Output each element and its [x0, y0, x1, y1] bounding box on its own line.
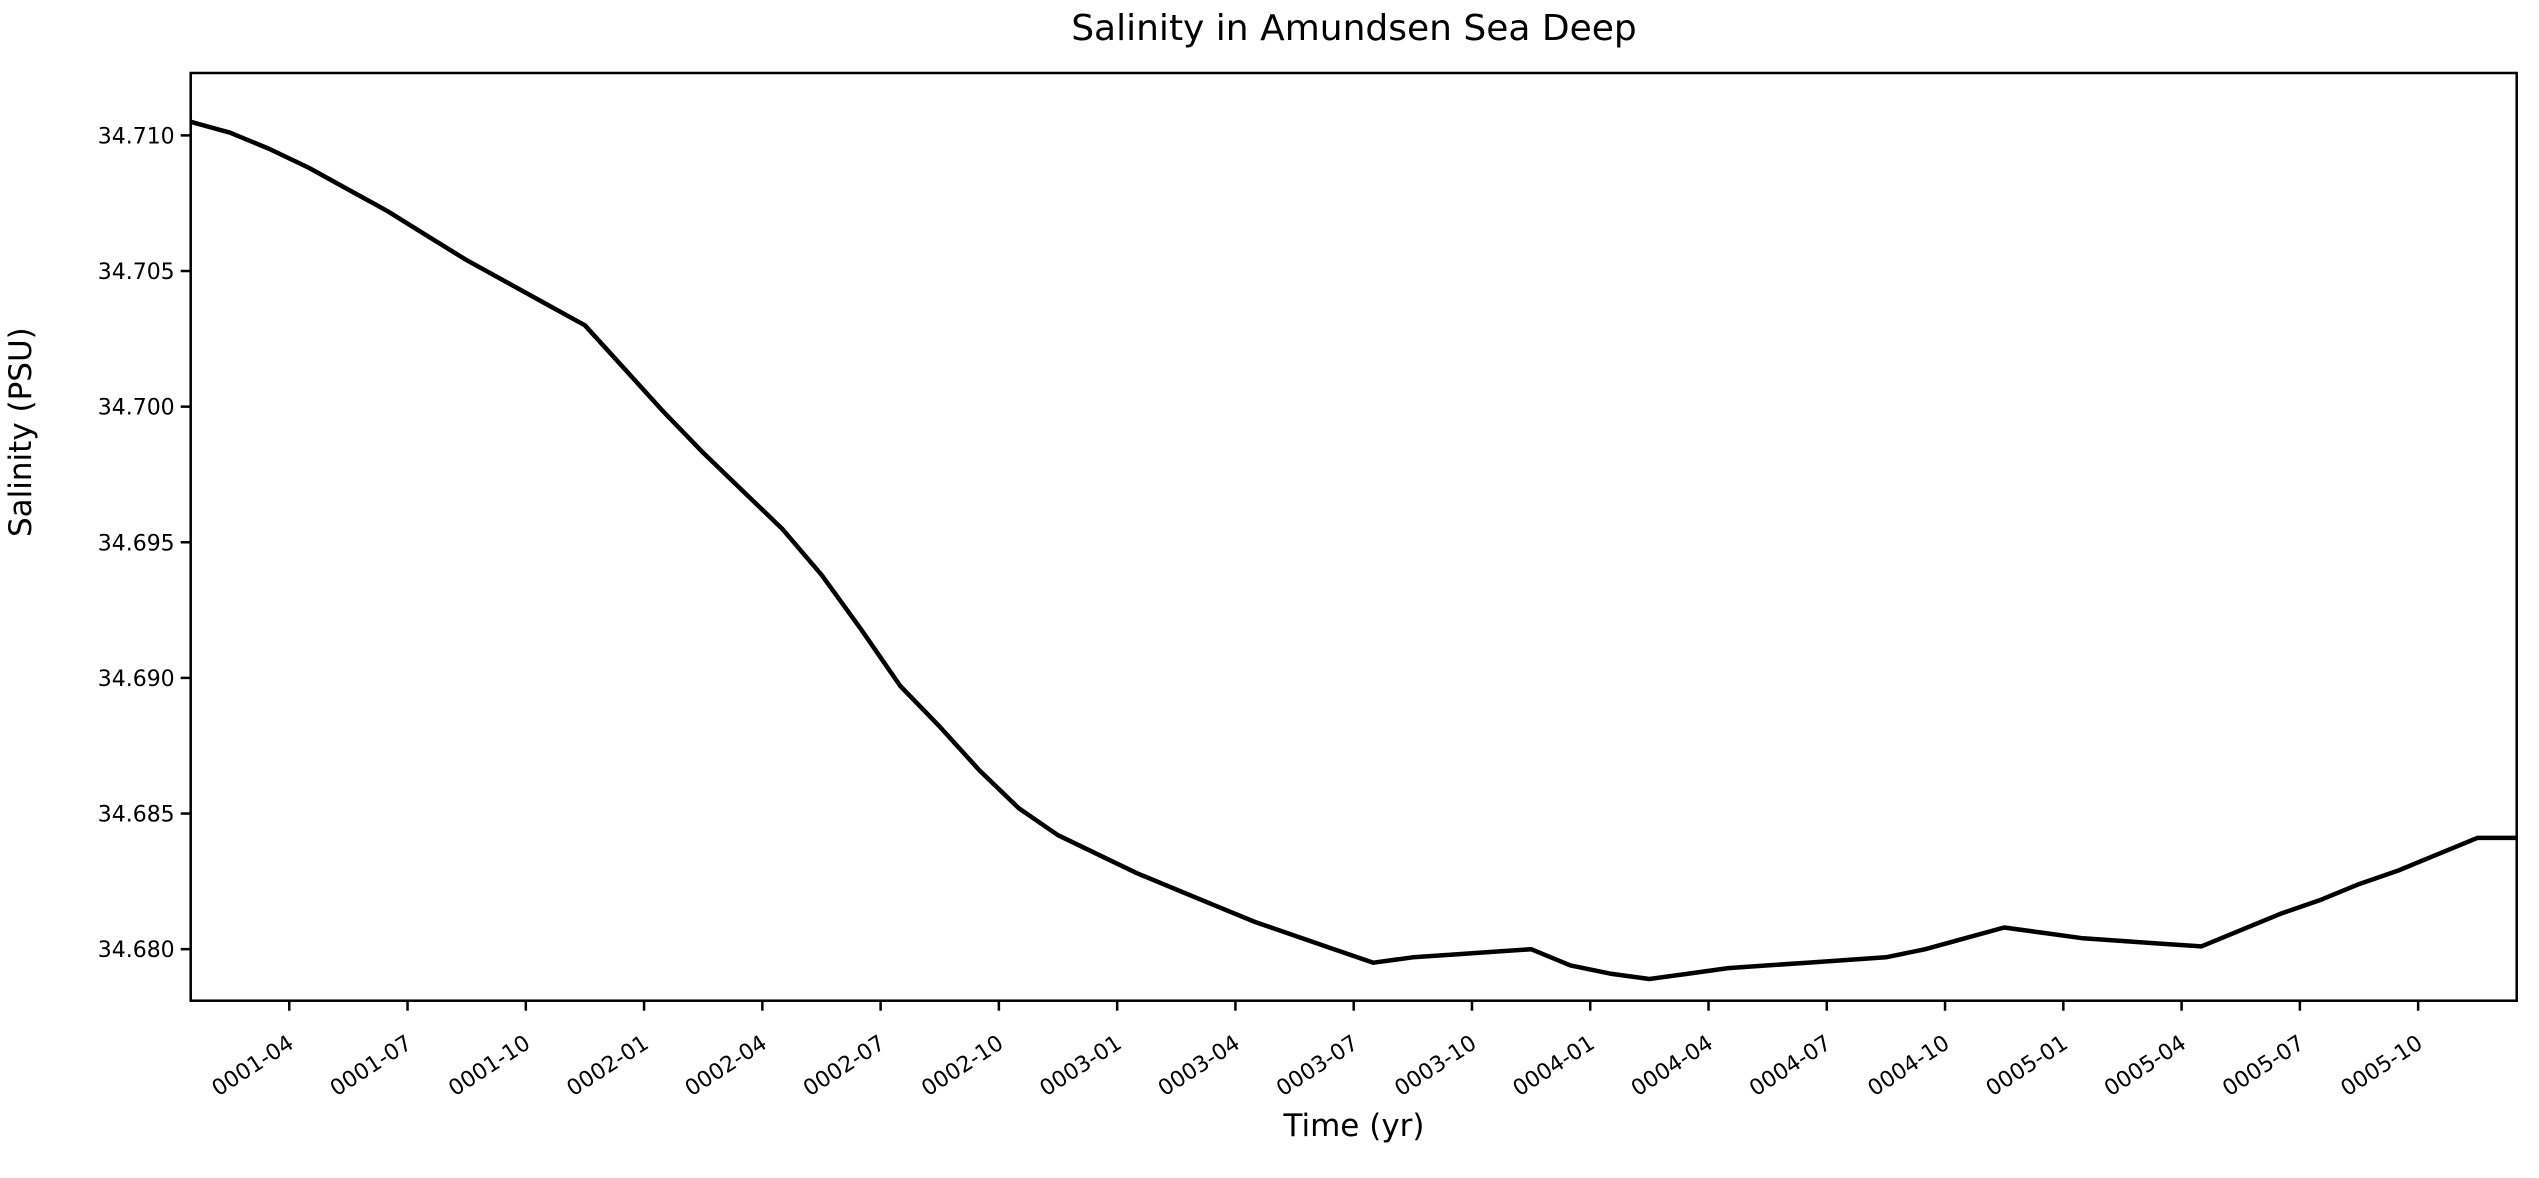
x-tick-label: 0001-07	[326, 1031, 417, 1102]
y-tick-label: 34.695	[98, 531, 175, 556]
y-tick-label: 34.700	[98, 396, 175, 421]
x-tick-label: 0003-04	[1154, 1031, 1245, 1102]
x-tick-label: 0005-07	[2218, 1031, 2309, 1102]
x-tick-label: 0002-10	[917, 1031, 1008, 1102]
x-tick-label: 0005-04	[2100, 1031, 2191, 1102]
x-tick-label: 0002-04	[681, 1031, 772, 1102]
x-tick-label: 0005-01	[1982, 1031, 2073, 1102]
x-tick-label: 0004-04	[1627, 1031, 1718, 1102]
y-tick-label: 34.705	[98, 260, 175, 285]
x-tick-label: 0004-01	[1509, 1031, 1600, 1102]
data-line-salinity	[190, 119, 2517, 982]
x-tick-label: 0004-10	[1864, 1031, 1955, 1102]
y-tick-label: 34.680	[98, 938, 175, 963]
x-tick-label: 0003-01	[1036, 1031, 1127, 1102]
chart-title: Salinity in Amundsen Sea Deep	[1071, 8, 1637, 49]
plot-border	[189, 71, 2518, 1002]
x-tick-label: 0004-07	[1745, 1031, 1836, 1102]
x-tick-label: 0005-10	[2337, 1031, 2428, 1102]
x-tick-label: 0003-10	[1391, 1031, 1482, 1102]
x-tick-label: 0002-07	[799, 1031, 890, 1102]
y-tick-label: 34.710	[98, 124, 175, 149]
y-tick-label: 34.690	[98, 667, 175, 692]
x-tick-label: 0001-10	[444, 1031, 535, 1102]
y-tick-label: 34.685	[98, 803, 175, 828]
x-tick-label: 0003-07	[1272, 1031, 1363, 1102]
x-tick-label: 0002-01	[563, 1031, 654, 1102]
x-axis-label: Time (yr)	[1283, 1108, 1425, 1144]
x-tick-label: 0001-04	[208, 1031, 299, 1102]
